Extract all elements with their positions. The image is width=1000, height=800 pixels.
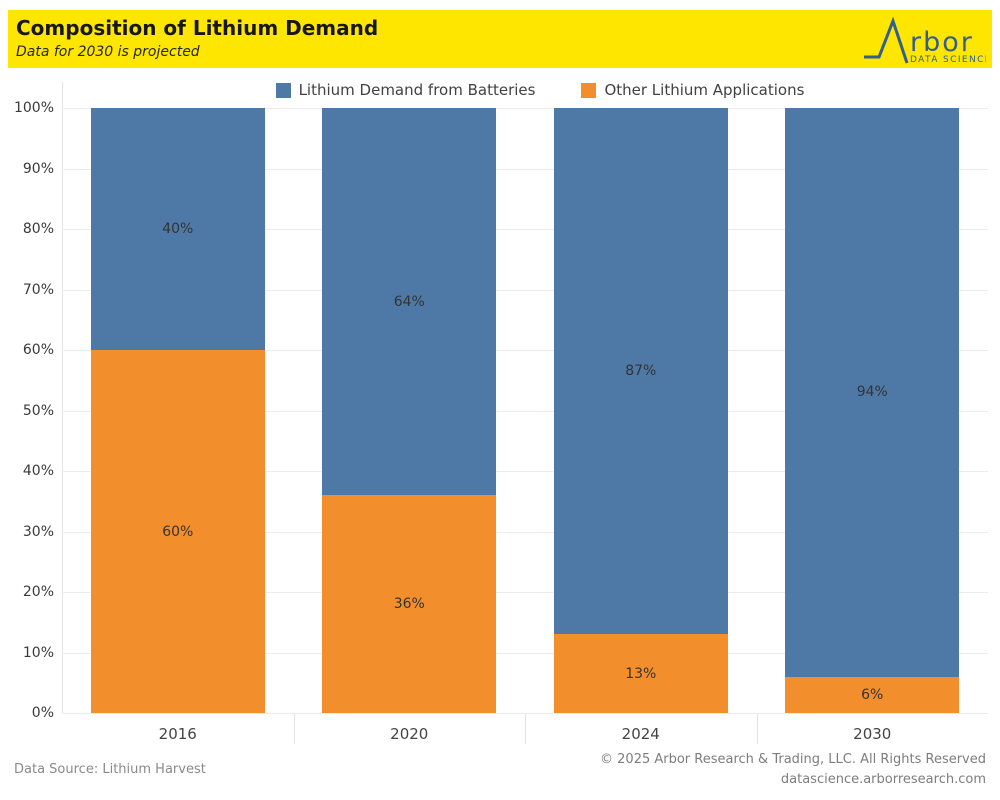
y-tick-label: 70% <box>22 281 54 298</box>
gridline <box>62 531 988 533</box>
bar-value-label: 64% <box>393 293 425 310</box>
y-tick-label: 60% <box>22 342 54 358</box>
plot-area: 40% 60% 64% 36% 87% 13% 94% 6% <box>62 108 988 714</box>
legend-label: Lithium Demand from Batteries <box>298 81 536 99</box>
gridline <box>62 168 988 170</box>
logo-mountain-icon <box>864 16 909 64</box>
gridline <box>62 652 988 654</box>
category-divider <box>756 713 758 744</box>
gridline <box>62 229 988 230</box>
copyright-text: © 2025 Arbor Research & Trading, LLC. Al… <box>600 752 986 767</box>
bar-value-label: 94% <box>856 384 888 401</box>
y-tick-label: 50% <box>22 402 54 419</box>
logo-name-text: rbor <box>910 27 974 58</box>
bar-column-2020: 64% 36% <box>322 108 497 713</box>
footer-right: © 2025 Arbor Research & Trading, LLC. Al… <box>600 750 986 790</box>
y-tick-label: 30% <box>22 523 54 540</box>
y-tick-label: 100% <box>13 100 54 116</box>
bar-column-2030: 94% 6% <box>785 108 960 713</box>
bar-value-label: 36% <box>393 596 425 613</box>
page-subtitle: Data for 2030 is projected <box>16 44 200 60</box>
x-tick-label-2024: 2024 <box>621 725 660 743</box>
y-tick-label: 0% <box>31 705 54 721</box>
logo-tagline-text: DATA SCIENCE <box>910 55 986 65</box>
bar-segment-other-2030[interactable]: 6% <box>785 676 960 713</box>
x-tick-label-2020: 2020 <box>390 725 429 743</box>
y-tick-label: 20% <box>22 584 54 600</box>
bar-column-2016: 40% 60% <box>90 108 265 713</box>
bar-value-label: 6% <box>861 686 884 703</box>
gridline <box>62 350 988 351</box>
category-divider <box>525 713 526 744</box>
bar-segment-batteries-2030[interactable]: 94% <box>785 108 960 677</box>
bar-value-label: 87% <box>625 363 657 380</box>
bar-segment-batteries-2020[interactable]: 64% <box>322 108 497 496</box>
x-tick-label-2030: 2030 <box>853 725 892 743</box>
chart-legend: Lithium Demand from Batteries Other Lithi… <box>80 78 1000 102</box>
bar-segment-other-2016[interactable]: 60% <box>90 350 265 713</box>
legend-swatch-icon <box>275 82 291 98</box>
website-text[interactable]: datascience.arborresearch.com <box>780 772 986 787</box>
bar-segment-batteries-2016[interactable]: 40% <box>90 108 265 350</box>
legend-item-batteries[interactable]: Lithium Demand from Batteries <box>275 81 536 99</box>
y-tick-label: 80% <box>22 221 54 237</box>
arbor-data-science-logo: rbor DATA SCIENCE <box>864 16 986 65</box>
bar-segment-batteries-2024[interactable]: 87% <box>553 108 728 635</box>
bar-segment-other-2024[interactable]: 13% <box>553 634 728 713</box>
legend-swatch-icon <box>581 82 597 98</box>
y-tick-label: 10% <box>22 644 54 661</box>
legend-item-other[interactable]: Other Lithium Applications <box>581 81 804 99</box>
x-tick-label-2016: 2016 <box>158 725 197 743</box>
bar-value-label: 40% <box>162 221 194 237</box>
page-title: Composition of Lithium Demand <box>16 16 379 40</box>
bar-value-label: 13% <box>625 665 657 682</box>
stacked-bar-chart: 40% 60% 64% 36% 87% 13% 94% 6% 0% 10% 20% 30% 40% 50… <box>0 82 1000 758</box>
bar-value-label: 60% <box>162 523 194 540</box>
gridline <box>62 592 988 593</box>
y-tick-label: 40% <box>22 463 54 479</box>
bar-column-2024: 87% 13% <box>553 108 728 713</box>
bar-segment-other-2020[interactable]: 36% <box>322 495 497 713</box>
gridline <box>62 410 988 412</box>
data-source-note: Data Source: Lithium Harvest <box>14 762 206 777</box>
legend-label: Other Lithium Applications <box>604 81 805 99</box>
category-divider <box>293 713 295 744</box>
gridline <box>62 108 988 109</box>
y-axis-line <box>62 82 63 713</box>
gridline <box>62 289 988 291</box>
y-tick-label: 90% <box>22 160 54 177</box>
header-banner: Composition of Lithium Demand Data for 2… <box>8 10 992 68</box>
gridline <box>62 471 988 472</box>
